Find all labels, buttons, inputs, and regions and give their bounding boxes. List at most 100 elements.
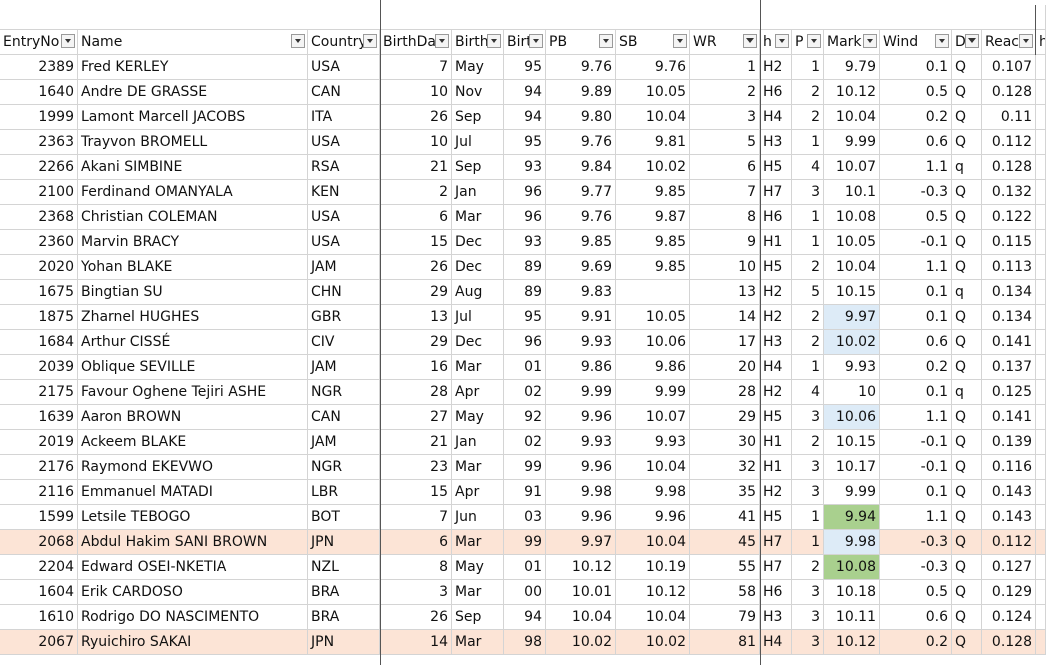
cell-react[interactable]: 0.115 bbox=[982, 230, 1036, 255]
cell-q[interactable]: Q bbox=[952, 480, 982, 505]
cell-day[interactable]: 8 bbox=[380, 555, 452, 580]
cell-q[interactable]: Q bbox=[952, 230, 982, 255]
cell-day[interactable]: 28 bbox=[380, 380, 452, 405]
cell-entry[interactable]: 2176 bbox=[0, 455, 78, 480]
cell-react[interactable]: 0.128 bbox=[982, 80, 1036, 105]
cell-pb[interactable]: 9.77 bbox=[546, 180, 616, 205]
cell-mark[interactable]: 9.94 bbox=[824, 505, 880, 530]
cell-mark[interactable]: 10 bbox=[824, 380, 880, 405]
cell-wr[interactable]: 20 bbox=[690, 355, 760, 380]
cell-mon[interactable]: Jun bbox=[452, 505, 504, 530]
cell-country[interactable]: CAN bbox=[308, 80, 380, 105]
cell-extra[interactable] bbox=[1036, 630, 1046, 655]
cell-day[interactable]: 7 bbox=[380, 505, 452, 530]
col-header-p[interactable]: P bbox=[792, 30, 824, 55]
cell-entry[interactable]: 2389 bbox=[0, 55, 78, 80]
cell-extra[interactable] bbox=[1036, 255, 1046, 280]
cell-wr[interactable]: 6 bbox=[690, 155, 760, 180]
cell-mark[interactable]: 10.02 bbox=[824, 330, 880, 355]
cell-heat[interactable]: H2 bbox=[760, 55, 792, 80]
cell-yr[interactable]: 95 bbox=[504, 130, 546, 155]
cell-q[interactable]: Q bbox=[952, 530, 982, 555]
cell-react[interactable]: 0.116 bbox=[982, 455, 1036, 480]
cell-day[interactable]: 2 bbox=[380, 180, 452, 205]
cell-wr[interactable]: 1 bbox=[690, 55, 760, 80]
cell-wr[interactable]: 32 bbox=[690, 455, 760, 480]
cell-heat[interactable]: H2 bbox=[760, 280, 792, 305]
cell-wr[interactable]: 3 bbox=[690, 105, 760, 130]
cell-p[interactable]: 3 bbox=[792, 405, 824, 430]
cell-mark[interactable]: 10.12 bbox=[824, 80, 880, 105]
cell-day[interactable]: 27 bbox=[380, 405, 452, 430]
cell-p[interactable]: 1 bbox=[792, 230, 824, 255]
cell-wr[interactable]: 45 bbox=[690, 530, 760, 555]
cell-extra[interactable] bbox=[1036, 230, 1046, 255]
col-header-react[interactable]: Reac bbox=[982, 30, 1036, 55]
cell-p[interactable]: 3 bbox=[792, 180, 824, 205]
col-header-country[interactable]: Country bbox=[308, 30, 380, 55]
cell-q[interactable]: q bbox=[952, 380, 982, 405]
cell-day[interactable]: 6 bbox=[380, 530, 452, 555]
cell-extra[interactable] bbox=[1036, 405, 1046, 430]
cell-country[interactable]: GBR bbox=[308, 305, 380, 330]
cell-pb[interactable]: 10.12 bbox=[546, 555, 616, 580]
cell-mark[interactable]: 10.15 bbox=[824, 280, 880, 305]
col-header-birthm[interactable]: Birth bbox=[452, 30, 504, 55]
cell-entry[interactable]: 2266 bbox=[0, 155, 78, 180]
cell-entry[interactable]: 2116 bbox=[0, 480, 78, 505]
cell-day[interactable]: 29 bbox=[380, 280, 452, 305]
filter-dropdown-icon[interactable] bbox=[965, 34, 979, 48]
cell-yr[interactable]: 99 bbox=[504, 530, 546, 555]
cell-entry[interactable]: 2020 bbox=[0, 255, 78, 280]
cell-name[interactable]: Oblique SEVILLE bbox=[78, 355, 308, 380]
col-header-birthday[interactable]: BirthDa bbox=[380, 30, 452, 55]
cell-react[interactable]: 0.112 bbox=[982, 530, 1036, 555]
cell-wind[interactable]: 0.1 bbox=[880, 55, 952, 80]
cell-day[interactable]: 16 bbox=[380, 355, 452, 380]
cell-wind[interactable]: 0.1 bbox=[880, 280, 952, 305]
cell-mark[interactable]: 10.11 bbox=[824, 605, 880, 630]
cell-react[interactable]: 0.134 bbox=[982, 280, 1036, 305]
cell-mark[interactable]: 10.08 bbox=[824, 555, 880, 580]
col-header-wind[interactable]: Wind bbox=[880, 30, 952, 55]
cell-entry[interactable]: 2067 bbox=[0, 630, 78, 655]
cell-p[interactable]: 2 bbox=[792, 430, 824, 455]
cell-sb[interactable]: 10.05 bbox=[616, 80, 690, 105]
cell-wind[interactable]: 0.6 bbox=[880, 330, 952, 355]
cell-wind[interactable]: -0.1 bbox=[880, 430, 952, 455]
cell-mark[interactable]: 10.07 bbox=[824, 155, 880, 180]
cell-mark[interactable]: 10.04 bbox=[824, 105, 880, 130]
cell-yr[interactable]: 99 bbox=[504, 455, 546, 480]
cell-q[interactable]: q bbox=[952, 280, 982, 305]
cell-pb[interactable]: 9.89 bbox=[546, 80, 616, 105]
cell-name[interactable]: Aaron BROWN bbox=[78, 405, 308, 430]
cell-name[interactable]: Trayvon BROMELL bbox=[78, 130, 308, 155]
cell-wind[interactable]: -0.3 bbox=[880, 530, 952, 555]
cell-sb[interactable]: 10.04 bbox=[616, 455, 690, 480]
cell-mark[interactable]: 10.08 bbox=[824, 205, 880, 230]
cell-pb[interactable]: 9.76 bbox=[546, 130, 616, 155]
cell-extra[interactable] bbox=[1036, 505, 1046, 530]
cell-country[interactable]: CIV bbox=[308, 330, 380, 355]
cell-extra[interactable] bbox=[1036, 80, 1046, 105]
cell-wr[interactable]: 2 bbox=[690, 80, 760, 105]
cell-yr[interactable]: 94 bbox=[504, 605, 546, 630]
cell-sb[interactable]: 9.93 bbox=[616, 430, 690, 455]
cell-country[interactable]: CHN bbox=[308, 280, 380, 305]
cell-wind[interactable]: 0.2 bbox=[880, 355, 952, 380]
cell-sb[interactable]: 10.02 bbox=[616, 155, 690, 180]
cell-p[interactable]: 3 bbox=[792, 605, 824, 630]
cell-wind[interactable]: 1.1 bbox=[880, 405, 952, 430]
cell-yr[interactable]: 89 bbox=[504, 255, 546, 280]
filter-dropdown-icon[interactable] bbox=[487, 34, 501, 48]
cell-p[interactable]: 1 bbox=[792, 505, 824, 530]
cell-wind[interactable]: 0.1 bbox=[880, 480, 952, 505]
cell-extra[interactable] bbox=[1036, 530, 1046, 555]
cell-heat[interactable]: H3 bbox=[760, 605, 792, 630]
cell-mark[interactable]: 9.93 bbox=[824, 355, 880, 380]
cell-yr[interactable]: 00 bbox=[504, 580, 546, 605]
cell-wr[interactable]: 55 bbox=[690, 555, 760, 580]
cell-extra[interactable] bbox=[1036, 480, 1046, 505]
cell-mon[interactable]: Mar bbox=[452, 355, 504, 380]
cell-wind[interactable]: -0.3 bbox=[880, 555, 952, 580]
